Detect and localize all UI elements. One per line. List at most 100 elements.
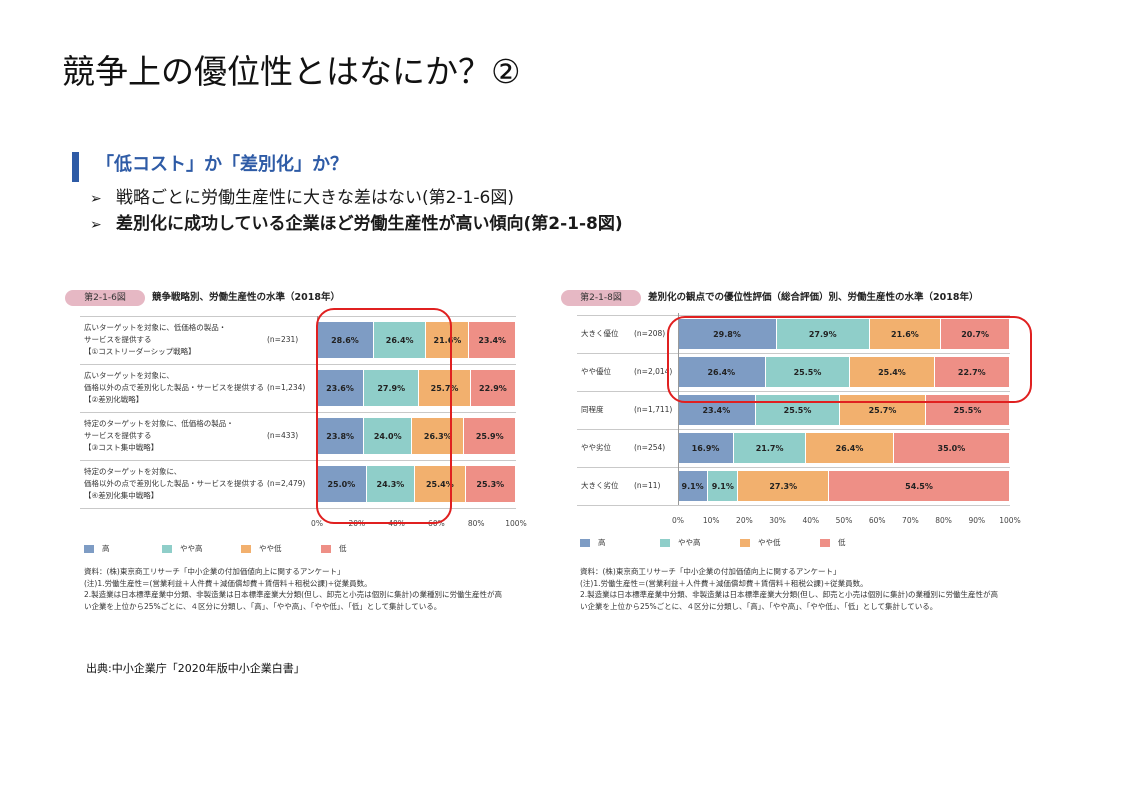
note-line: 2.製造業は日本標準産業中分類、非製造業は日本標準産業大分類(但し、卸売と小売は… [84, 590, 503, 599]
bar-segment: 25.4% [850, 357, 935, 387]
x-tick-label: 80% [935, 516, 952, 525]
bar-segment: 25.0% [317, 466, 367, 502]
legend-swatch [241, 545, 251, 553]
bar-segment: 27.9% [363, 370, 420, 406]
bar-segment: 27.9% [776, 319, 870, 349]
chart-title: 競争戦略別、労働生産性の水準（2018年） [152, 292, 340, 303]
bar-segment: 21.6% [869, 319, 942, 349]
x-tick-label: 20% [736, 516, 753, 525]
legend-label: やや高 [180, 544, 203, 553]
chart-title: 差別化の観点での優位性評価（総合評価）別、労働生産性の水準（2018年） [648, 292, 979, 303]
row-divider [80, 508, 516, 509]
slide-title: 競争上の優位性とはなにか？② [62, 52, 521, 91]
row-divider [577, 315, 1010, 316]
source-citation: 出典:中小企業庁「2020年版中小企業白書」 [86, 662, 305, 675]
bar-segment: 24.3% [366, 466, 416, 502]
sample-size-label: (n=433) [267, 431, 299, 440]
bar-segment: 16.9% [678, 433, 735, 463]
bullet-text: 戦略ごとに労働生産性に大きな差はない(第2-1-6図) [116, 188, 514, 208]
sample-size-label: (n=2,014) [634, 367, 673, 376]
legend-item: やや高 [162, 544, 203, 554]
legend-swatch [84, 545, 94, 553]
sample-size-label: (n=231) [267, 335, 299, 344]
bar-segment: 25.5% [925, 395, 1011, 425]
x-tick-label: 0% [672, 516, 684, 525]
category-label: 【④差別化集中戦略】 [84, 491, 159, 500]
note-line: い企業を上位から25%ごとに、４区分に分類し、「高」、「やや高」、「やや低」、「… [580, 601, 938, 611]
arrow-bullet-icon: ➢ [90, 191, 102, 207]
legend-item: 低 [820, 538, 846, 548]
category-label: 広いターゲットを対象に、 [84, 371, 174, 380]
legend-swatch [660, 539, 670, 547]
section-accent-bar [72, 152, 79, 182]
bullet-text: 差別化に成功している企業ほど労働生産性が高い傾向(第2-1-8図) [116, 214, 623, 234]
bar-segment: 28.6% [317, 322, 374, 358]
legend-label: やや低 [758, 538, 781, 547]
bullet-item: ➢ 差別化に成功している企業ほど労働生産性が高い傾向(第2-1-8図) [90, 212, 623, 237]
note-line: (注)1.労働生産性＝(営業利益＋人件費＋減価償却費＋賃借料＋租税公課)÷従業員… [580, 578, 868, 588]
category-label: 【①コストリーダーシップ戦略】 [84, 347, 196, 356]
figure-label: 第2-1-6図 [65, 290, 145, 306]
row-divider [577, 391, 1010, 392]
highlight-circle [316, 308, 452, 524]
bar-segment: 25.7% [419, 370, 471, 406]
bar-segment: 23.6% [317, 370, 364, 406]
x-tick-label: 90% [968, 516, 986, 525]
x-tick-label: 30% [769, 516, 786, 525]
chart-notes: 資料：(株)東京商工リサーチ「中小企業の付加価値向上に関するアンケート」 (注)1… [84, 566, 502, 612]
sample-size-label: (n=2,479) [267, 479, 306, 488]
legend-item: 低 [321, 544, 347, 554]
bar-segment: 25.4% [415, 466, 466, 502]
category-label: 【③コスト集中戦略】 [84, 443, 159, 452]
legend-item: やや高 [660, 538, 701, 548]
bar-segment: 26.4% [806, 433, 894, 463]
arrow-bullet-icon: ➢ [90, 217, 102, 233]
category-label: 価格以外の点で差別化した製品・サービスを提供する [84, 383, 264, 392]
bar-segment: 29.8% [678, 319, 777, 349]
sample-size-label: (n=1,234) [267, 383, 306, 392]
chart-notes: 資料：(株)東京商工リサーチ「中小企業の付加価値向上に関するアンケート」 (注)1… [580, 566, 998, 612]
legend-label: 低 [838, 538, 846, 547]
legend-item: 高 [580, 538, 606, 548]
bar-segment: 23.4% [678, 395, 756, 425]
row-divider [80, 412, 516, 413]
bar-segment: 25.5% [765, 357, 851, 387]
bar-segment: 22.9% [470, 370, 517, 406]
category-label: やや優位 [581, 367, 611, 376]
bar-segment: 35.0% [893, 433, 1010, 463]
x-tick-label: 100% [999, 516, 1021, 525]
legend-item: やや低 [241, 544, 282, 554]
row-divider [577, 505, 1010, 506]
note-line: 資料：(株)東京商工リサーチ「中小企業の付加価値向上に関するアンケート」 [84, 567, 345, 576]
x-tick-label: 60% [868, 516, 886, 525]
category-label: 特定のターゲットを対象に、低価格の製品・ [84, 419, 234, 428]
category-label: 特定のターゲットを対象に、 [84, 467, 182, 476]
legend-swatch [162, 545, 172, 553]
sample-size-label: (n=208) [634, 329, 666, 338]
axis-line [678, 313, 679, 505]
x-tick-label: 10% [702, 516, 720, 525]
category-label: 同程度 [581, 405, 604, 414]
x-tick-label: 70% [902, 516, 919, 525]
row-divider [80, 460, 516, 461]
bar-segment: 54.5% [829, 471, 1010, 501]
legend-label: 高 [598, 538, 606, 547]
legend-item: 高 [84, 544, 110, 554]
category-label: 大きく劣位 [581, 481, 619, 490]
bar-segment: 22.7% [934, 357, 1010, 387]
bar-segment: 9.1% [678, 471, 709, 501]
category-label: やや劣位 [581, 443, 611, 452]
bar-segment: 21.6% [426, 322, 470, 358]
row-divider [80, 364, 516, 365]
x-tick-label: 80% [467, 519, 485, 528]
category-label: 大きく優位 [581, 329, 619, 338]
row-divider [577, 467, 1010, 468]
sample-size-label: (n=1,711) [634, 405, 673, 414]
note-line: 資料：(株)東京商工リサーチ「中小企業の付加価値向上に関するアンケート」 [580, 567, 841, 576]
figure-label: 第2-1-8図 [561, 290, 641, 306]
legend-label: 高 [102, 544, 110, 553]
bullet-item: ➢ 戦略ごとに労働生産性に大きな差はない(第2-1-6図) [90, 186, 514, 211]
legend-swatch [321, 545, 331, 553]
bar-segment: 9.1% [708, 471, 739, 501]
note-line: (注)1.労働生産性＝(営業利益＋人件費＋減価償却費＋賃借料＋租税公課)÷従業員… [84, 578, 372, 588]
